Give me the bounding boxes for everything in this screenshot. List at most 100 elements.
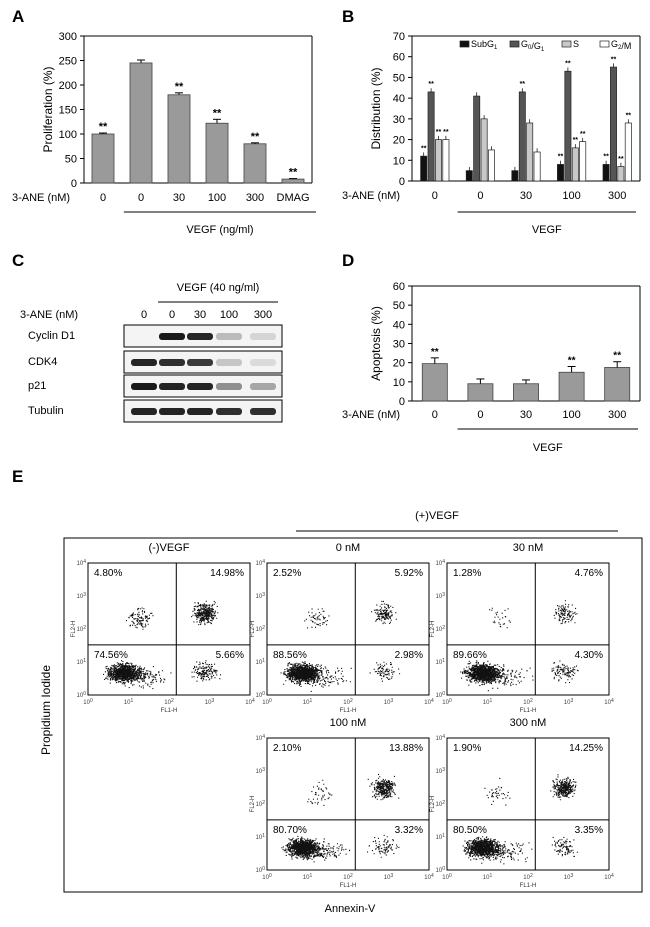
chart-a-y-tick-label: 150 bbox=[59, 105, 77, 117]
flow-plot: 300 nM1.90% 14.25%80.50% 3.35%100100101101… bbox=[430, 717, 614, 889]
flow-x-tick-label: 104 bbox=[424, 873, 434, 881]
chart-b-group-label: VEGF bbox=[532, 224, 562, 236]
chart-a-y-axis-title: Proliferation (%) bbox=[41, 66, 55, 152]
flow-tick-exponent: 3 bbox=[442, 592, 445, 598]
flow-y-tick-label: 103 bbox=[77, 592, 87, 600]
flow-quadrant-ll: 88.56% bbox=[273, 650, 307, 661]
chart-a-x-tick-label: 30 bbox=[173, 192, 185, 204]
flow-tick-exponent: 3 bbox=[211, 698, 214, 704]
flow-tick-exponent: 3 bbox=[570, 698, 573, 704]
chart-b-bar bbox=[564, 70, 572, 182]
chart-d-significance: ** bbox=[568, 356, 576, 367]
chart-d-y-axis-title: Apoptosis (%) bbox=[369, 306, 383, 381]
chart-a-y-tick-label: 50 bbox=[65, 154, 77, 166]
flow-dots bbox=[462, 774, 578, 865]
flow-cytometry: Propidium Iodide Annexin-V (+)VEGF (-)VEGF 4… bbox=[39, 510, 643, 915]
flow-y-tick-label: 101 bbox=[256, 833, 266, 841]
chart-a-y-tick-label: 300 bbox=[59, 31, 77, 43]
flow-tick-exponent: 3 bbox=[442, 767, 445, 773]
chart-d-y-tick-label: 0 bbox=[399, 396, 405, 408]
flow-y-tick-label: 104 bbox=[436, 734, 446, 742]
western-band bbox=[187, 333, 213, 340]
flow-tick-exponent: 3 bbox=[83, 592, 86, 598]
chart-b-significance: ** bbox=[436, 129, 442, 136]
chart-a-x-tick-label: 0 bbox=[138, 192, 144, 204]
chart-d-bar bbox=[467, 383, 494, 402]
flow-quadrant-ll: 80.50% bbox=[453, 825, 487, 836]
chart-d-y-tick-label: 40 bbox=[393, 319, 405, 331]
chart-b-significance: ** bbox=[421, 145, 427, 152]
chart-b-legend-subscript: 1 bbox=[494, 45, 498, 51]
chart-b-legend-text: S bbox=[573, 39, 579, 49]
flow-quadrant-lr: 2.98% bbox=[395, 650, 423, 661]
flow-fl1-label: FL1-H bbox=[520, 883, 537, 889]
chart-a-significance: ** bbox=[251, 131, 260, 143]
flow-x-tick-label: 102 bbox=[523, 698, 533, 706]
chart-a-bar bbox=[91, 133, 115, 184]
western-band bbox=[216, 359, 242, 366]
flow-y-tick-label: 103 bbox=[256, 592, 266, 600]
chart-b-bar bbox=[435, 139, 442, 182]
flow-plot-title: 0 nM bbox=[336, 542, 360, 554]
chart-b-x-tick-label: 30 bbox=[520, 190, 532, 202]
flow-x-tick-label: 100 bbox=[83, 698, 93, 706]
chart-b-y-tick-label: 20 bbox=[393, 135, 405, 147]
chart-a-x-tick-label: 0 bbox=[100, 192, 106, 204]
flow-x-tick-label: 102 bbox=[523, 873, 533, 881]
chart-a-x-tick-label: DMAG bbox=[277, 192, 310, 204]
chart-d-x-tick-label: 300 bbox=[608, 409, 626, 421]
flow-tick-exponent: 1 bbox=[489, 873, 492, 879]
chart-b-y-tick-label: 30 bbox=[393, 114, 405, 126]
flow-y-tick-label: 104 bbox=[436, 559, 446, 567]
chart-b-significance: ** bbox=[520, 81, 526, 88]
western-band bbox=[159, 333, 185, 340]
chart-b-legend-swatch bbox=[599, 40, 610, 48]
western-lane-label: 0 bbox=[169, 309, 175, 321]
flow-y-tick-label: 102 bbox=[436, 625, 446, 633]
flow-tick-exponent: 4 bbox=[252, 698, 255, 704]
chart-b-bar bbox=[420, 155, 428, 182]
flow-y-tick-label: 103 bbox=[436, 592, 446, 600]
flow-plot: 0 nM2.52% 5.92%88.56% 2.98%100100101101102… bbox=[250, 542, 434, 714]
chart-d-bar bbox=[513, 383, 539, 402]
flow-y-tick-label: 101 bbox=[256, 658, 266, 666]
chart-b-significance: ** bbox=[565, 60, 571, 67]
flow-y-tick-label: 102 bbox=[77, 625, 87, 633]
flow-quadrant-lr: 5.66% bbox=[216, 650, 244, 661]
chart-b-bar bbox=[624, 122, 632, 182]
flow-tick-exponent: 2 bbox=[350, 873, 353, 879]
chart-b-significance: ** bbox=[428, 81, 434, 88]
chart-d-y-tick-label: 20 bbox=[393, 358, 405, 370]
flow-y-tick-label: 102 bbox=[256, 625, 266, 633]
flow-plot-title: 100 nM bbox=[330, 717, 367, 729]
flow-tick-exponent: 1 bbox=[442, 833, 445, 839]
flow-x-tick-label: 103 bbox=[564, 698, 574, 706]
chart-d-y-tick-label: 10 bbox=[393, 377, 405, 389]
flow-tick-exponent: 2 bbox=[530, 873, 533, 879]
flow-quadrant-ur: 5.92% bbox=[395, 568, 423, 579]
flow-tick-exponent: 2 bbox=[442, 625, 445, 631]
chart-d-x-tick-label: 0 bbox=[432, 409, 438, 421]
chart-d-y-tick-label: 60 bbox=[393, 281, 405, 293]
chart-b-bar bbox=[473, 95, 481, 182]
western-band bbox=[187, 359, 213, 366]
flow-x-tick-label: 101 bbox=[483, 873, 493, 881]
flow-quadrant-ur: 14.98% bbox=[210, 568, 244, 579]
chart-a-significance: ** bbox=[289, 167, 298, 179]
chart-b-x-tick-label: 0 bbox=[477, 190, 483, 202]
chart-a-y-tick-label: 0 bbox=[71, 178, 77, 190]
flow-tick-exponent: 3 bbox=[262, 767, 265, 773]
chart-b-y-tick-label: 50 bbox=[393, 72, 405, 84]
flow-tick-exponent: 4 bbox=[431, 698, 434, 704]
western-band bbox=[250, 383, 276, 390]
chart-d-y-tick-label: 30 bbox=[393, 339, 405, 351]
flow-x-tick-label: 104 bbox=[604, 698, 614, 706]
chart-d-significance: ** bbox=[431, 347, 439, 358]
flow-tick-exponent: 0 bbox=[449, 698, 452, 704]
chart-b-significance: ** bbox=[618, 156, 624, 163]
western-band bbox=[250, 359, 276, 366]
western-lane-label: 100 bbox=[220, 309, 238, 321]
flow-x-tick-label: 100 bbox=[442, 873, 452, 881]
western-lane-label: 300 bbox=[254, 309, 272, 321]
